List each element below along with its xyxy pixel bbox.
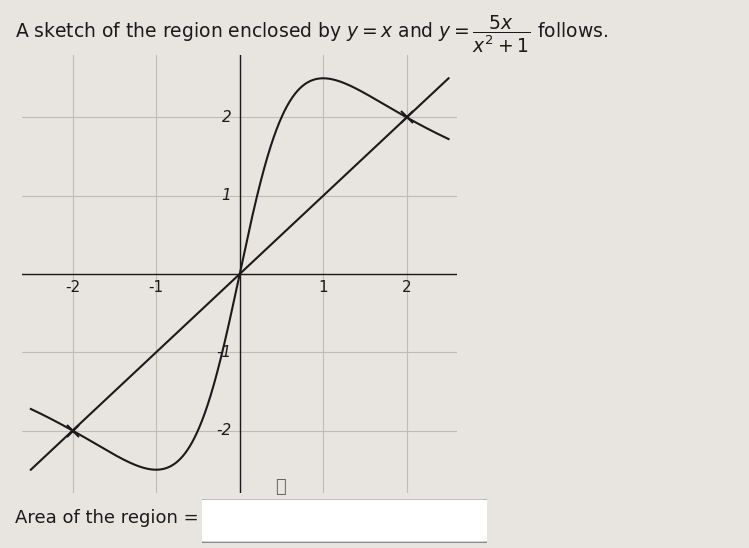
Text: Area of the region =: Area of the region = (15, 509, 198, 527)
Text: -1: -1 (216, 345, 231, 360)
Text: A sketch of the region enclosed by $y = x$ and $y = \dfrac{5x}{x^2 + 1}$ follows: A sketch of the region enclosed by $y = … (15, 14, 608, 55)
Text: -2: -2 (65, 280, 80, 295)
Text: ⌕: ⌕ (276, 478, 286, 496)
FancyBboxPatch shape (194, 499, 495, 543)
Text: 1: 1 (318, 280, 328, 295)
Text: 2: 2 (402, 280, 412, 295)
Text: 2: 2 (222, 110, 231, 125)
Text: -2: -2 (216, 423, 231, 438)
Text: -1: -1 (148, 280, 164, 295)
Text: 1: 1 (222, 188, 231, 203)
